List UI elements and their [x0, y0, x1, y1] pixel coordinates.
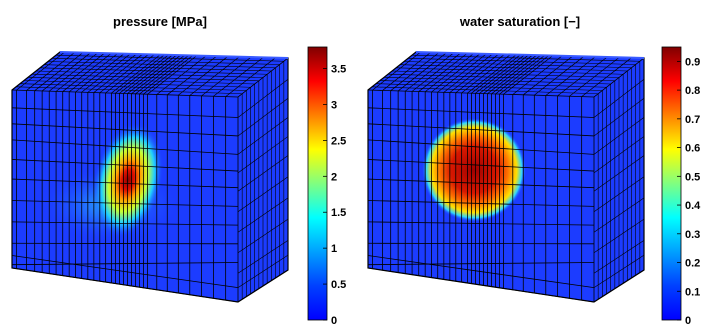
grid-line — [367, 139, 595, 155]
grid-line — [367, 159, 595, 172]
colorbar-tick-label: 3.5 — [331, 64, 346, 76]
colorbar-tick-label: 0.2 — [685, 258, 700, 270]
grid-line — [11, 255, 239, 289]
grid-line — [593, 240, 645, 274]
top-edge — [59, 51, 289, 59]
grid-line — [367, 242, 595, 245]
grid-line — [407, 58, 636, 65]
grid-line — [237, 218, 289, 254]
grid-line — [15, 86, 243, 95]
grid-line — [593, 197, 645, 233]
front-field — [422, 118, 526, 222]
colorbar-tick-label: 2 — [331, 171, 337, 183]
pressure-title: pressure [MPa] — [113, 14, 207, 29]
grid-line — [387, 73, 615, 82]
grid-line — [593, 254, 645, 288]
grid-line — [593, 136, 645, 174]
colorbar-tick-label: 0.8 — [685, 85, 700, 97]
block-1 — [11, 51, 289, 303]
colorbar-tick-label: 3 — [331, 99, 337, 111]
grid-line — [383, 77, 611, 85]
grid-line — [593, 176, 645, 213]
colorbar-tick-label: 0.5 — [685, 171, 700, 183]
grid-line — [411, 54, 640, 62]
grid-line — [403, 61, 632, 69]
grid-line — [593, 78, 645, 118]
saturation-title: water saturation [−] — [459, 14, 581, 29]
grid-line — [237, 176, 289, 213]
grid-line — [371, 86, 599, 95]
grid-line — [367, 255, 595, 289]
colorbar-2 — [661, 46, 682, 321]
grid-line — [237, 78, 289, 118]
grid-line — [237, 197, 289, 233]
grid-line — [237, 117, 289, 155]
grid-line — [237, 136, 289, 174]
grid-line — [11, 221, 239, 226]
colorbar-tick-label: 0.4 — [685, 200, 701, 212]
colorbar-tick-label: 1.5 — [331, 207, 346, 219]
grid-line — [39, 67, 268, 75]
grid-line — [237, 98, 289, 137]
grid-line — [237, 240, 289, 274]
colorbar-tick-label: 0 — [331, 315, 337, 326]
grid-line — [593, 98, 645, 137]
colorbar-tick-label: 2.5 — [331, 135, 346, 147]
colorbar-tick-label: 0.7 — [685, 114, 700, 126]
grid-line — [379, 80, 607, 88]
grid-line — [375, 83, 603, 91]
grid-line — [11, 139, 239, 155]
grid-line — [11, 178, 239, 189]
colorbar-tick-label: 0.1 — [685, 286, 700, 298]
grid-line — [237, 57, 289, 98]
grid-line — [367, 123, 595, 137]
grid-line — [593, 57, 645, 98]
grid-line — [35, 70, 264, 78]
grid-line — [51, 58, 280, 65]
grid-line — [43, 64, 272, 72]
block-2 — [367, 51, 645, 303]
grid-line — [23, 80, 251, 88]
grid-line — [11, 200, 239, 207]
top-edge — [415, 51, 645, 59]
grid-line — [27, 77, 255, 85]
colorbar-tick-label: 0.6 — [685, 143, 700, 155]
grid-line — [19, 83, 247, 91]
grid-line — [11, 123, 239, 137]
grid-line — [593, 117, 645, 155]
grid-line — [399, 64, 628, 72]
grid-line — [367, 200, 595, 207]
grid-line — [367, 107, 595, 118]
colorbar-tick-label: 0.9 — [685, 56, 700, 68]
colorbar-tick-label: 0.5 — [331, 279, 346, 291]
grid-line — [391, 70, 620, 78]
saturation-plume — [422, 118, 526, 222]
grid-line — [11, 107, 239, 118]
grid-line — [237, 254, 289, 288]
pressure-plume — [92, 122, 164, 238]
grid-line — [593, 155, 645, 192]
grid-line — [11, 159, 239, 172]
colorbar-tick-label: 0.3 — [685, 229, 700, 241]
colorbar-tick-label: 1 — [331, 243, 337, 255]
grid-line — [237, 155, 289, 192]
grid-line — [11, 262, 239, 266]
grid-line — [367, 262, 595, 266]
grid-line — [367, 178, 595, 189]
grid-line — [47, 61, 276, 69]
colorbar-1 — [307, 46, 328, 321]
colorbar-tick-label: 0 — [685, 315, 691, 326]
grid-line — [11, 242, 239, 245]
grid-line — [395, 67, 624, 75]
grid-line — [55, 54, 284, 62]
grid-line — [593, 218, 645, 254]
grid-line — [367, 221, 595, 226]
grid-line — [31, 73, 259, 82]
